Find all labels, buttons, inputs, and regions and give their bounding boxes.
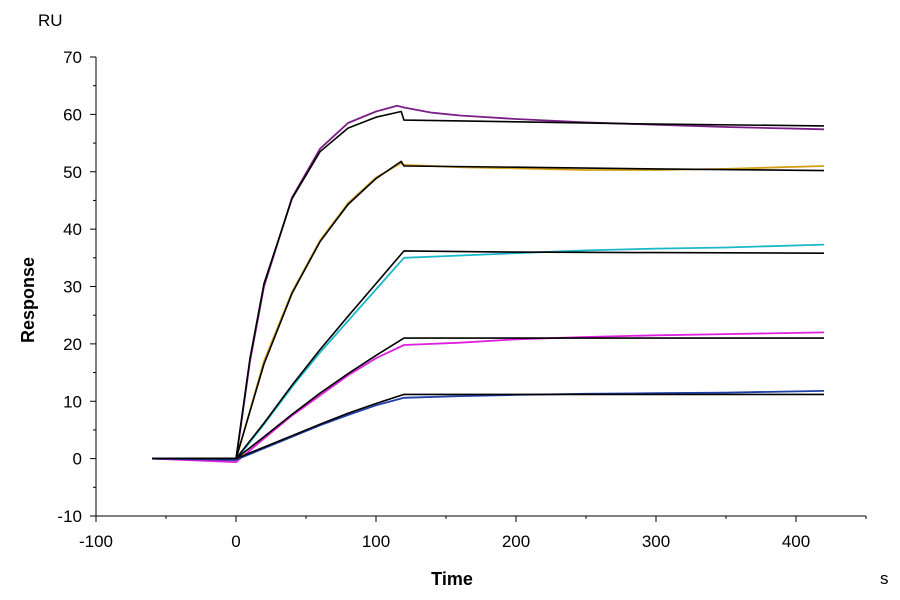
x-tick-label: 0 bbox=[231, 532, 240, 551]
measured-curve-8 bbox=[151, 390, 825, 461]
y-axis-title: Response bbox=[18, 257, 38, 343]
y-tick-label: 10 bbox=[63, 392, 82, 411]
y-tick-label: 60 bbox=[63, 105, 82, 124]
y-tick-label: 0 bbox=[73, 450, 82, 469]
fit-curve-1 bbox=[152, 110, 825, 460]
series-layer bbox=[151, 104, 825, 463]
y-tick-label: 40 bbox=[63, 220, 82, 239]
x-axis-title: Time bbox=[431, 569, 473, 589]
x-unit-label: s bbox=[880, 569, 889, 588]
x-tick-label: 300 bbox=[642, 532, 670, 551]
measured-curve-6 bbox=[151, 331, 825, 463]
x-tick-label: 400 bbox=[782, 532, 810, 551]
y-unit-label: RU bbox=[38, 11, 63, 30]
fit-curve-3 bbox=[152, 160, 825, 460]
y-tick-label: -10 bbox=[57, 507, 82, 526]
y-tick-label: 70 bbox=[63, 48, 82, 67]
y-tick-label: 50 bbox=[63, 163, 82, 182]
measured-curve-4 bbox=[151, 243, 825, 461]
x-tick-label: 200 bbox=[502, 532, 530, 551]
y-tick-label: 20 bbox=[63, 335, 82, 354]
measured-curve-0 bbox=[151, 104, 825, 462]
fit-curve-7 bbox=[152, 337, 824, 460]
measured-curve-2 bbox=[151, 162, 825, 461]
x-tick-label: -100 bbox=[79, 532, 113, 551]
fit-curve-9 bbox=[152, 393, 824, 460]
y-tick-label: 30 bbox=[63, 278, 82, 297]
fit-curve-5 bbox=[152, 250, 825, 460]
x-tick-label: 100 bbox=[362, 532, 390, 551]
